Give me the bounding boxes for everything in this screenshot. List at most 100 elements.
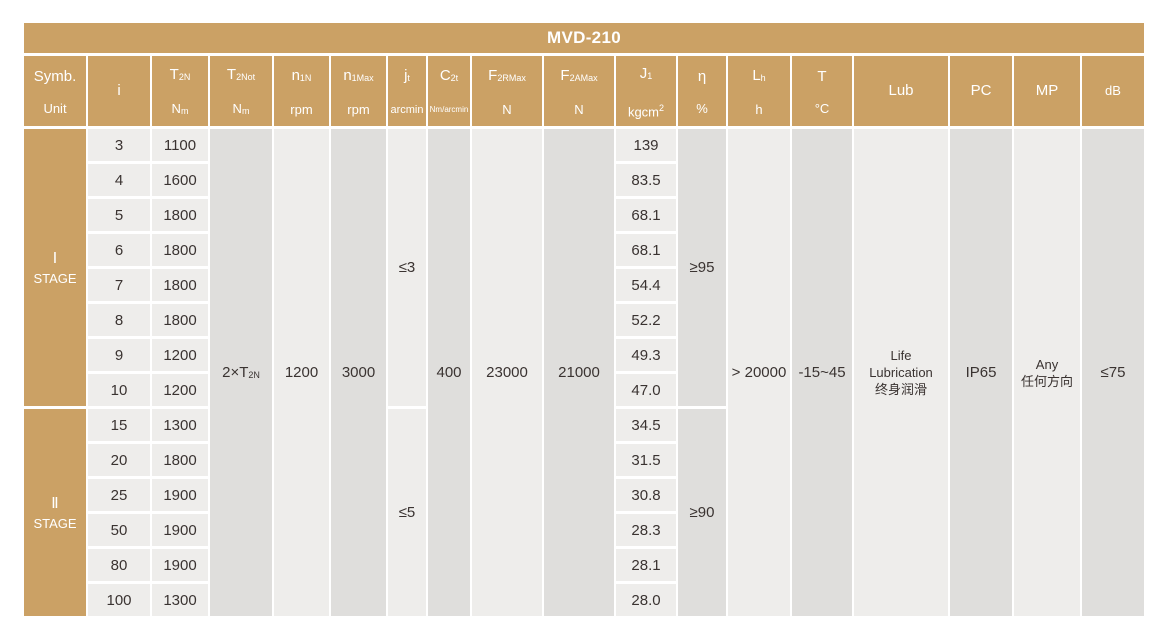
symbol-sub: 1 <box>647 71 653 81</box>
symbol-text: MP <box>1014 73 1080 109</box>
table-row: 4 1600 83.5 <box>24 164 1144 197</box>
c2t-value-cell: 400 <box>428 129 470 617</box>
t-range-cell: -15~45 <box>792 129 852 617</box>
unit-text: rpm <box>274 96 329 124</box>
f2amax-value-cell: 21000 <box>544 129 614 617</box>
symbol-text: Symb. <box>24 59 86 95</box>
symbol-text: T2Not <box>210 57 272 95</box>
symbol-main: F <box>560 67 570 85</box>
col-header-t2not: T2Not Nm <box>210 56 272 127</box>
table-row: 8 1800 52.2 <box>24 304 1144 337</box>
i-cell: 50 <box>88 514 150 547</box>
jt-stage1-cell: ≤3 <box>388 129 426 407</box>
stage-1-cell: Ⅰ STAGE <box>24 129 86 407</box>
i-cell: 6 <box>88 234 150 267</box>
stage-label: STAGE <box>33 270 77 286</box>
symbol-main: Symb. <box>33 68 77 86</box>
j1-cell: 68.1 <box>616 199 676 232</box>
t2n-cell: 1900 <box>152 549 208 582</box>
j1-cell: 28.1 <box>616 549 676 582</box>
pc-value-cell: IP65 <box>950 129 1012 617</box>
j1-cell: 28.0 <box>616 584 676 617</box>
symbol-text: n1Max <box>331 58 386 96</box>
unit-main: h <box>755 102 763 118</box>
stage-numeral: Ⅰ <box>52 249 58 267</box>
table-row: 5 1800 68.1 <box>24 199 1144 232</box>
col-header-symb: Symb. Unit <box>24 56 86 127</box>
t2n-cell: 1600 <box>152 164 208 197</box>
table-row: 6 1800 68.1 <box>24 234 1144 267</box>
col-header-i: i <box>88 56 150 127</box>
j1-cell: 31.5 <box>616 444 676 477</box>
unit-main: rpm <box>290 102 313 118</box>
unit-main: N <box>232 101 242 117</box>
symbol-main: J <box>639 65 648 82</box>
spec-table-container: MVD-210 Symb. Unit i T2N Nm T2Not Nm n1N… <box>22 20 1146 619</box>
t2n-cell: 1800 <box>152 444 208 477</box>
table-row: 20 1800 31.5 <box>24 444 1144 477</box>
i-cell: 15 <box>88 409 150 442</box>
col-header-eta: η % <box>678 56 726 127</box>
col-header-t: T °C <box>792 56 852 127</box>
col-header-n1n: n1N rpm <box>274 56 329 127</box>
unit-sub: m <box>180 106 189 117</box>
unit-main: dB <box>1105 83 1121 99</box>
symbol-main: MP <box>1035 82 1059 100</box>
t2n-cell: 1800 <box>152 234 208 267</box>
t2n-cell: 1300 <box>152 409 208 442</box>
unit-main: N <box>502 102 512 118</box>
t2n-cell: 1900 <box>152 514 208 547</box>
col-header-pc: PC <box>950 56 1012 127</box>
t2n-cell: 1800 <box>152 304 208 337</box>
unit-text: N <box>472 96 542 124</box>
j1-cell: 49.3 <box>616 339 676 372</box>
i-cell: 9 <box>88 339 150 372</box>
symbol-main: T <box>817 68 827 86</box>
symbol-main: n <box>343 67 352 85</box>
t2n-cell: 1200 <box>152 374 208 407</box>
unit-main: Nm/arcmin <box>429 105 469 115</box>
title-row: MVD-210 <box>24 23 1144 53</box>
symbol-text: Lub <box>854 73 948 109</box>
i-cell: 10 <box>88 374 150 407</box>
symbol-main: j <box>404 67 408 85</box>
col-header-noise: dB <box>1082 56 1144 127</box>
t2n-cell: 1800 <box>152 269 208 302</box>
symbol-text: T2N <box>152 57 208 95</box>
i-cell: 3 <box>88 129 150 162</box>
symbol-main: η <box>697 68 707 86</box>
symbol-main: i <box>117 82 121 100</box>
spec-table: MVD-210 Symb. Unit i T2N Nm T2Not Nm n1N… <box>22 20 1146 619</box>
t2not-value-cell: 2×T2N <box>210 129 272 617</box>
t2n-cell: 1200 <box>152 339 208 372</box>
unit-main: N <box>574 102 584 118</box>
table-row: Ⅰ STAGE 3 1100 2×T2N 1200 3000 ≤3 400 23… <box>24 129 1144 617</box>
col-header-lub: Lub <box>854 56 948 127</box>
symbol-sub: h <box>760 73 766 84</box>
symbol-main: Lub <box>888 82 914 100</box>
unit-main: % <box>696 101 708 117</box>
symbol-text: PC <box>950 73 1012 109</box>
unit-text: N <box>544 96 614 124</box>
unit-text: arcmin <box>388 96 426 124</box>
lh-value-cell: > 20000 <box>728 129 790 617</box>
table-row: 9 1200 49.3 <box>24 339 1144 372</box>
jt-stage2-cell: ≤5 <box>388 409 426 617</box>
lub-text-en: Life Lubrication <box>869 348 933 381</box>
symbol-sub: 2N <box>178 72 191 83</box>
n1max-value-cell: 3000 <box>331 129 386 617</box>
t2not-value: 2×T <box>222 364 249 382</box>
col-header-jt: jt arcmin <box>388 56 426 127</box>
symbol-main: n <box>291 67 300 85</box>
symbol-text: η <box>678 59 726 95</box>
col-header-f2rmax: F2RMax N <box>472 56 542 127</box>
unit-sup: 2 <box>659 103 665 113</box>
i-cell: 100 <box>88 584 150 617</box>
symbol-main: T <box>169 66 179 84</box>
i-cell: 4 <box>88 164 150 197</box>
symbol-text: J1 <box>616 56 676 94</box>
j1-cell: 83.5 <box>616 164 676 197</box>
symbol-sub: 1Max <box>351 73 374 84</box>
j1-cell: 52.2 <box>616 304 676 337</box>
mp-text-cn: 任何方向 <box>1020 373 1073 389</box>
